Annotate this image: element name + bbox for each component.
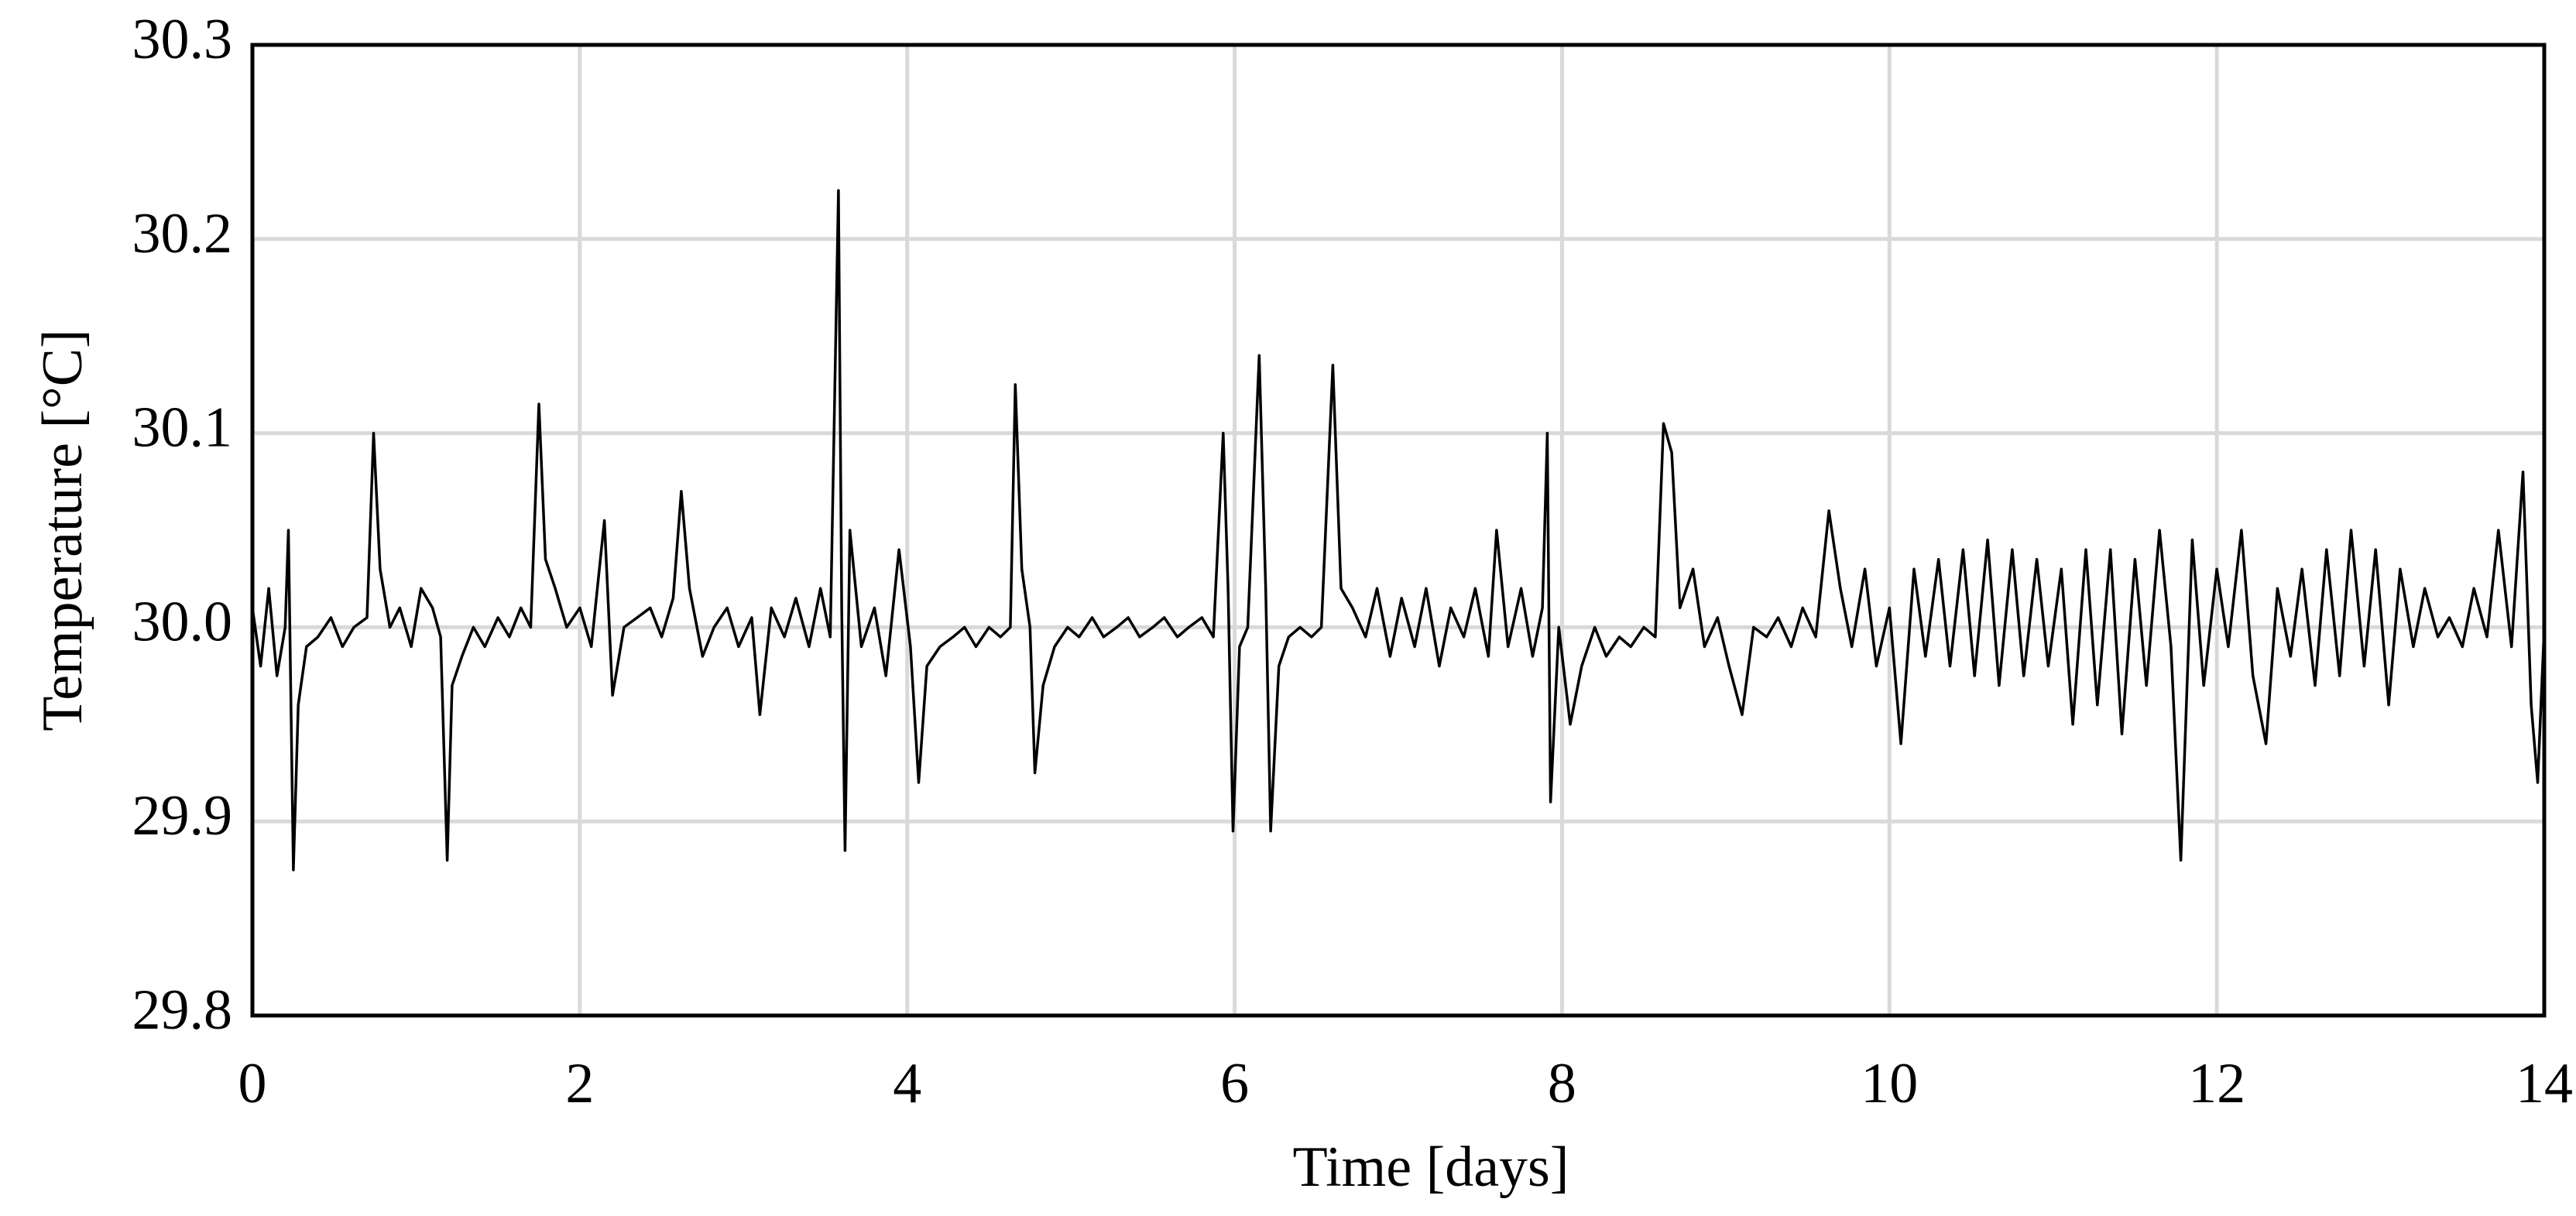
x-axis-label: Time [days] <box>1293 1136 1569 1199</box>
y-tick-label: 29.9 <box>132 784 233 848</box>
x-tick-label: 10 <box>1861 1052 1918 1115</box>
data-line <box>251 189 2546 872</box>
x-tick-label: 14 <box>2516 1052 2573 1115</box>
plot-frame <box>250 43 2547 1018</box>
y-tick-label: 30.1 <box>132 396 233 460</box>
x-tick-label: 0 <box>238 1052 267 1115</box>
x-tick-label: 6 <box>1220 1052 1249 1115</box>
x-tick-label: 2 <box>565 1052 594 1115</box>
y-tick-label: 30.2 <box>132 202 233 265</box>
y-tick-label: 30.0 <box>132 590 233 653</box>
y-axis-label: Temperature [°C] <box>31 329 94 731</box>
y-tick-label: 30.3 <box>132 8 233 71</box>
y-tick-label: 29.8 <box>132 978 233 1042</box>
x-tick-label: 4 <box>893 1052 921 1115</box>
x-tick-label: 12 <box>2188 1052 2245 1115</box>
x-tick-label: 8 <box>1548 1052 1576 1115</box>
